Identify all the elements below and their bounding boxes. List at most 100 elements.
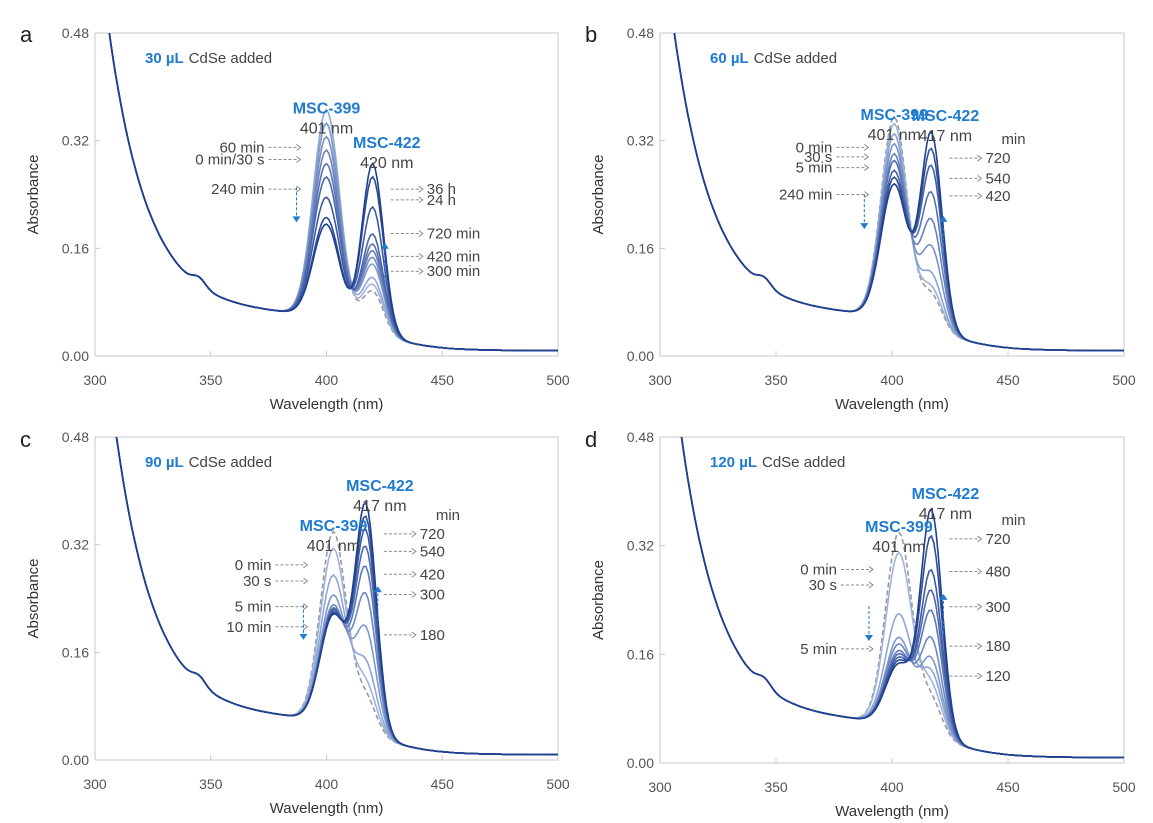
panel-a: a 0.00 0.16 0.32 0.48 300 350 400 450 500 Waveleng… [20,22,570,413]
series-line [115,437,558,756]
y-tick-label: 0.16 [62,644,89,660]
left-time-arrowhead [864,164,870,171]
right-time-label: 720 [985,531,1010,548]
added-annotation: 120 µL CdSe added [710,454,845,471]
series-line [115,437,558,756]
series-line [680,437,1124,759]
left-time-label: 30 s [809,577,837,594]
left-time-arrowhead [303,561,309,569]
x-tick-label: 400 [880,372,904,388]
right-time-arrowhead [411,631,417,639]
x-axis-label: Wavelength (nm) [835,396,949,413]
increase-arrowhead [373,586,382,593]
right-time-arrowhead [977,154,983,162]
x-tick-label: 400 [315,372,339,388]
peak2-name: MSC-422 [346,478,414,495]
y-tick-label: 0.32 [62,133,89,149]
right-time-label: 300 min [427,263,480,280]
series-line [680,437,1124,759]
decrease-arrowhead [860,223,869,230]
decrease-arrowhead [292,216,301,223]
right-unit-label: min [1001,512,1025,529]
peak1-name: MSC-399 [293,100,361,117]
right-time-arrowhead [977,672,983,680]
added-text: CdSe added [754,50,837,67]
right-time-label: 36 h [427,181,456,198]
series-line [680,437,1124,759]
x-axis-label: Wavelength (nm) [270,800,384,817]
added-text: CdSe added [189,50,272,67]
peak2-wavelength: 417 nm [353,498,406,515]
right-time-arrowhead [977,192,983,200]
peak2-name: MSC-422 [912,108,980,125]
left-time-arrowhead [303,623,309,631]
x-axis-label: Wavelength (nm) [270,396,384,413]
left-time-arrowhead [864,143,870,151]
added-annotation: 90 µL CdSe added [145,454,272,471]
x-tick-label: 500 [1112,372,1136,388]
series-line [108,33,558,352]
series-group [108,33,558,352]
right-time-arrowhead [411,547,417,555]
panel-d: d 0.00 0.16 0.32 0.48 300 350 400 450 500 Waveleng… [585,427,1136,820]
right-time-arrowhead [977,535,983,543]
y-axis-label: Absorbance [590,560,607,640]
right-time-label: 120 [985,668,1010,685]
y-axis-label: Absorbance [25,154,42,234]
right-time-arrowhead [977,642,983,650]
right-time-arrowhead [418,196,424,204]
series-line [680,437,1124,759]
increase-arrowhead [939,593,948,600]
right-time-arrowhead [418,253,424,260]
peak2-wavelength: 417 nm [919,506,972,523]
y-tick-label: 0.00 [62,348,89,364]
panel-letter: c [20,427,31,452]
right-time-label: 540 [420,543,445,560]
left-time-arrowhead [296,143,302,151]
series-line [115,437,558,756]
left-time-label: 5 min [796,160,833,177]
y-tick-label: 0.32 [627,133,654,149]
x-axis-label: Wavelength (nm) [835,803,949,820]
right-time-label: 720 [985,150,1010,167]
y-tick-label: 0.16 [627,646,654,662]
right-time-label: 720 min [427,226,480,243]
peak1-wavelength: 401 nm [307,538,360,555]
peak2-wavelength: 420 nm [360,155,413,172]
y-tick-label: 0.48 [62,25,89,41]
left-time-label: 60 min [219,139,264,156]
panel-letter: d [585,427,597,452]
left-time-label: 30 s [243,573,271,590]
right-time-label: 540 [985,170,1010,187]
right-time-arrowhead [418,267,424,275]
y-tick-label: 0.16 [62,240,89,256]
x-tick-label: 500 [1112,779,1136,795]
x-tick-label: 450 [431,776,455,792]
series-line [680,437,1124,759]
right-time-arrowhead [418,230,424,237]
right-time-label: 480 [985,563,1010,580]
right-time-arrowhead [411,530,417,538]
series-group [115,437,558,756]
left-time-arrowhead [864,153,870,161]
right-unit-label: min [1001,131,1025,148]
added-amount: 60 µL [710,50,749,67]
left-time-label: 0 min [235,557,272,574]
x-tick-label: 400 [880,779,904,795]
peak1-wavelength: 401 nm [868,127,921,144]
right-time-arrowhead [411,591,417,598]
x-tick-label: 450 [996,779,1020,795]
y-tick-label: 0.00 [62,752,89,768]
added-amount: 90 µL [145,454,184,471]
added-amount: 30 µL [145,50,184,67]
left-time-label: 0 min/30 s [195,152,264,169]
peak2-name: MSC-422 [912,486,980,503]
series-line [680,437,1124,759]
right-time-label: 420 [985,188,1010,205]
left-time-label: 240 min [211,181,264,198]
right-time-arrowhead [418,185,424,193]
x-tick-label: 500 [546,372,570,388]
plot-frame [659,32,1125,357]
x-tick-label: 350 [764,372,788,388]
